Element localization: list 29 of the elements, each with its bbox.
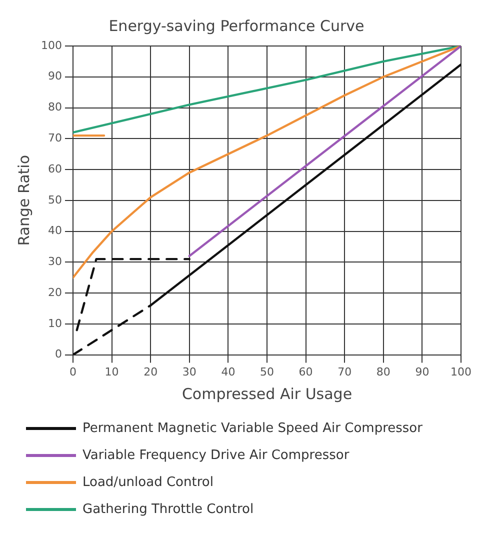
y-axis-title: Range Ratio: [14, 154, 33, 246]
x-tick-label: 20: [144, 365, 158, 378]
y-tick-label: 100: [40, 38, 62, 52]
y-tick-label: 50: [48, 193, 62, 206]
y-tick-label: 10: [48, 316, 62, 330]
x-tick-label: 90: [415, 365, 430, 378]
x-axis-title: Compressed Air Usage: [182, 384, 352, 403]
y-tick-label: 40: [48, 224, 62, 238]
chart-title: Energy-saving Performance Curve: [108, 16, 364, 35]
y-tick-label: 80: [48, 100, 62, 114]
x-tick-label: 50: [260, 365, 274, 378]
y-tick-label: 20: [48, 286, 62, 299]
legend-label: Load/unload Control: [82, 474, 214, 490]
x-tick-label: 100: [450, 365, 472, 378]
y-tick-label: 90: [48, 70, 62, 83]
x-tick-label: 60: [298, 365, 313, 378]
legend-label: Gathering Throttle Control: [82, 502, 254, 517]
legend-label: Permanent Magnetic Variable Speed Air Compressor: [82, 420, 424, 436]
y-tick-label: 0: [54, 348, 62, 361]
x-tick-label: 10: [104, 365, 119, 378]
x-tick-label: 70: [338, 365, 352, 378]
legend-label: Variable Frequency Drive Air Compressor: [82, 448, 350, 463]
y-tick-label: 30: [48, 255, 62, 268]
y-tick-label: 60: [48, 162, 62, 176]
y-tick-label: 70: [48, 132, 62, 144]
x-tick-label: 0: [69, 365, 76, 378]
x-tick-label: 80: [376, 365, 390, 378]
x-tick-label: 30: [182, 365, 196, 378]
x-tick-label: 40: [221, 365, 236, 378]
